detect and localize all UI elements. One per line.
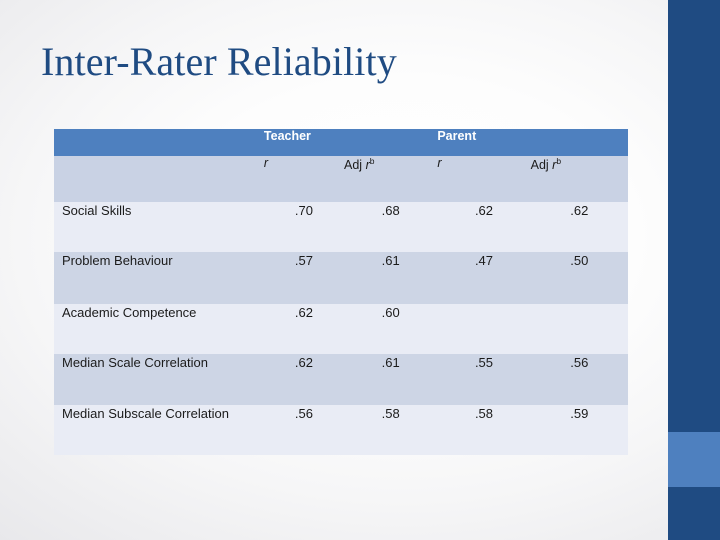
page-title: Inter-Rater Reliability <box>41 39 397 84</box>
cell-parent-adj-r: .59 <box>530 405 628 455</box>
cell-teacher-adj-r: .61 <box>344 354 438 405</box>
subheader-parent-r: r <box>437 156 531 202</box>
subheader-teacher-adj-r: Adj rb <box>344 156 438 202</box>
cell-parent-adj-r: .50 <box>530 252 628 304</box>
row-label: Median Subscale Correlation <box>54 405 264 455</box>
cell-parent-r: .62 <box>437 202 531 252</box>
cell-parent-r: .55 <box>437 354 531 405</box>
subheader-parent-adj-prefix: Adj <box>530 158 553 173</box>
cell-parent-adj-r <box>530 304 628 354</box>
cell-teacher-adj-r: .60 <box>344 304 438 354</box>
subheader-teacher-adj-superscript: b <box>369 156 375 166</box>
table-subheader-row: r Adj rb r Adj rb <box>54 156 628 202</box>
subheader-teacher-adj-symbol: r <box>365 158 370 173</box>
cell-teacher-r: .56 <box>263 405 345 455</box>
cell-teacher-r: .62 <box>263 354 345 405</box>
cell-teacher-r: .62 <box>263 304 345 354</box>
cell-teacher-r: .57 <box>263 252 345 304</box>
cell-teacher-adj-r: .61 <box>344 252 438 304</box>
subheader-teacher-adj-prefix: Adj <box>344 158 366 173</box>
row-label: Median Scale Correlation <box>54 354 264 405</box>
row-label: Social Skills <box>54 202 264 252</box>
group-header-parent: Parent <box>437 129 628 156</box>
table-row: Social Skills .70 .68 .62 .62 <box>54 202 628 252</box>
cell-parent-r: .58 <box>437 405 531 455</box>
cell-parent-r: .47 <box>437 252 531 304</box>
table-row: Problem Behaviour .57 .61 .47 .50 <box>54 252 628 304</box>
cell-parent-r <box>437 304 531 354</box>
table-row: Median Scale Correlation .62 .61 .55 .56 <box>54 354 628 405</box>
cell-teacher-r: .70 <box>263 202 345 252</box>
subheader-parent-adj-superscript: b <box>556 156 562 166</box>
subheader-parent-r-symbol: r <box>437 156 442 170</box>
cell-teacher-adj-r: .68 <box>344 202 438 252</box>
reliability-table: Teacher Parent r Adj rb r Adj rb Social … <box>54 129 628 455</box>
group-header-blank <box>54 129 264 156</box>
table-row: Median Subscale Correlation .56 .58 .58 … <box>54 405 628 455</box>
cell-parent-adj-r: .62 <box>530 202 628 252</box>
row-label: Problem Behaviour <box>54 252 264 304</box>
table-group-header-row: Teacher Parent <box>54 129 628 156</box>
row-label: Academic Competence <box>54 304 264 354</box>
right-decorative-band-accent <box>668 432 720 487</box>
subheader-parent-adj-symbol: r <box>552 158 557 173</box>
subheader-teacher-r-symbol: r <box>263 156 269 170</box>
cell-teacher-adj-r: .58 <box>344 405 438 455</box>
cell-parent-adj-r: .56 <box>530 354 628 405</box>
group-header-teacher: Teacher <box>263 129 438 156</box>
subheader-parent-adj-r: Adj rb <box>530 156 628 202</box>
subheader-blank <box>54 156 264 202</box>
table-row: Academic Competence .62 .60 <box>54 304 628 354</box>
subheader-teacher-r: r <box>263 156 345 202</box>
